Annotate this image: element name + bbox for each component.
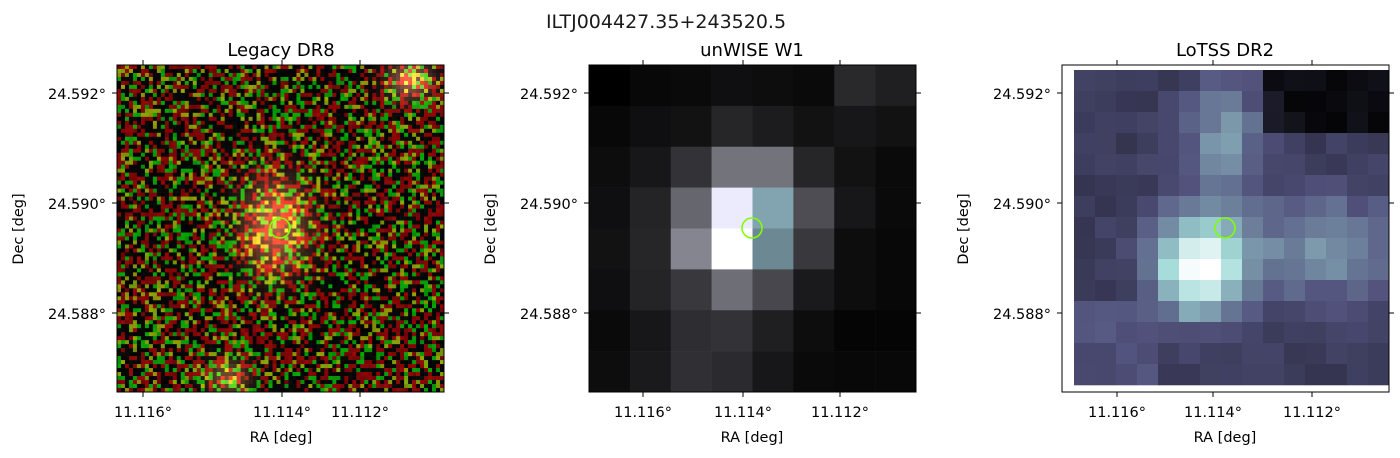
ytick-label: 24.588° bbox=[520, 307, 578, 323]
axes-frame-lotss bbox=[1061, 64, 1390, 393]
ticks-legacy bbox=[112, 60, 449, 397]
ticks-unwise bbox=[584, 60, 921, 397]
ytick-label: 24.590° bbox=[993, 197, 1051, 213]
xaxis-label: RA [deg] bbox=[721, 430, 784, 446]
source-marker-circle bbox=[741, 217, 763, 239]
xtick-label: 11.112° bbox=[1283, 405, 1341, 421]
ytick-label: 24.592° bbox=[520, 87, 578, 103]
xtick-label: 11.114° bbox=[1184, 405, 1242, 421]
ytick-label: 24.588° bbox=[48, 307, 106, 323]
unwise-w1-image bbox=[589, 65, 917, 393]
ytick-label: 24.590° bbox=[48, 197, 106, 213]
panel-legacy-dr8: Legacy DR8 24.592° 24.590° 24.588° 11.11… bbox=[11, 40, 449, 446]
panel-title-legacy-dr8: Legacy DR8 bbox=[227, 40, 334, 61]
xtick-label: 11.114° bbox=[714, 405, 772, 421]
yaxis-label: Dec [deg] bbox=[956, 193, 972, 264]
ytick-label: 24.590° bbox=[520, 197, 578, 213]
figure-title: ILTJ004427.35+243520.5 bbox=[546, 11, 786, 33]
panel-lotss-dr2: LoTSS DR2 24.592° 24.590° 24.588° 11.116… bbox=[956, 40, 1394, 446]
axes-frame-unwise bbox=[588, 64, 917, 393]
source-marker-circle bbox=[1214, 217, 1236, 239]
panel-title-lotss-dr2: LoTSS DR2 bbox=[1176, 40, 1274, 61]
panel-title-unwise-w1: unWISE W1 bbox=[700, 40, 804, 61]
yaxis-label: Dec [deg] bbox=[11, 193, 27, 264]
ytick-label: 24.588° bbox=[993, 307, 1051, 323]
xtick-label: 11.116° bbox=[114, 405, 172, 421]
lotss-dr2-image bbox=[1062, 65, 1390, 392]
xtick-label: 11.116° bbox=[1088, 405, 1146, 421]
axes-frame-legacy bbox=[116, 64, 445, 393]
source-marker-circle bbox=[269, 217, 291, 239]
xaxis-label: RA [deg] bbox=[250, 430, 313, 446]
xtick-label: 11.112° bbox=[331, 405, 389, 421]
panel-unwise-w1: unWISE W1 24.592° 24.590° 24.588° 11.116… bbox=[483, 40, 921, 446]
legacy-dr8-image bbox=[117, 65, 445, 393]
xaxis-label: RA [deg] bbox=[1194, 430, 1257, 446]
xtick-label: 11.112° bbox=[811, 405, 869, 421]
ticks-lotss bbox=[1057, 60, 1394, 397]
xtick-label: 11.116° bbox=[614, 405, 672, 421]
yaxis-label: Dec [deg] bbox=[483, 193, 499, 264]
ytick-label: 24.592° bbox=[993, 87, 1051, 103]
ytick-label: 24.592° bbox=[48, 87, 106, 103]
xtick-label: 11.114° bbox=[253, 405, 311, 421]
